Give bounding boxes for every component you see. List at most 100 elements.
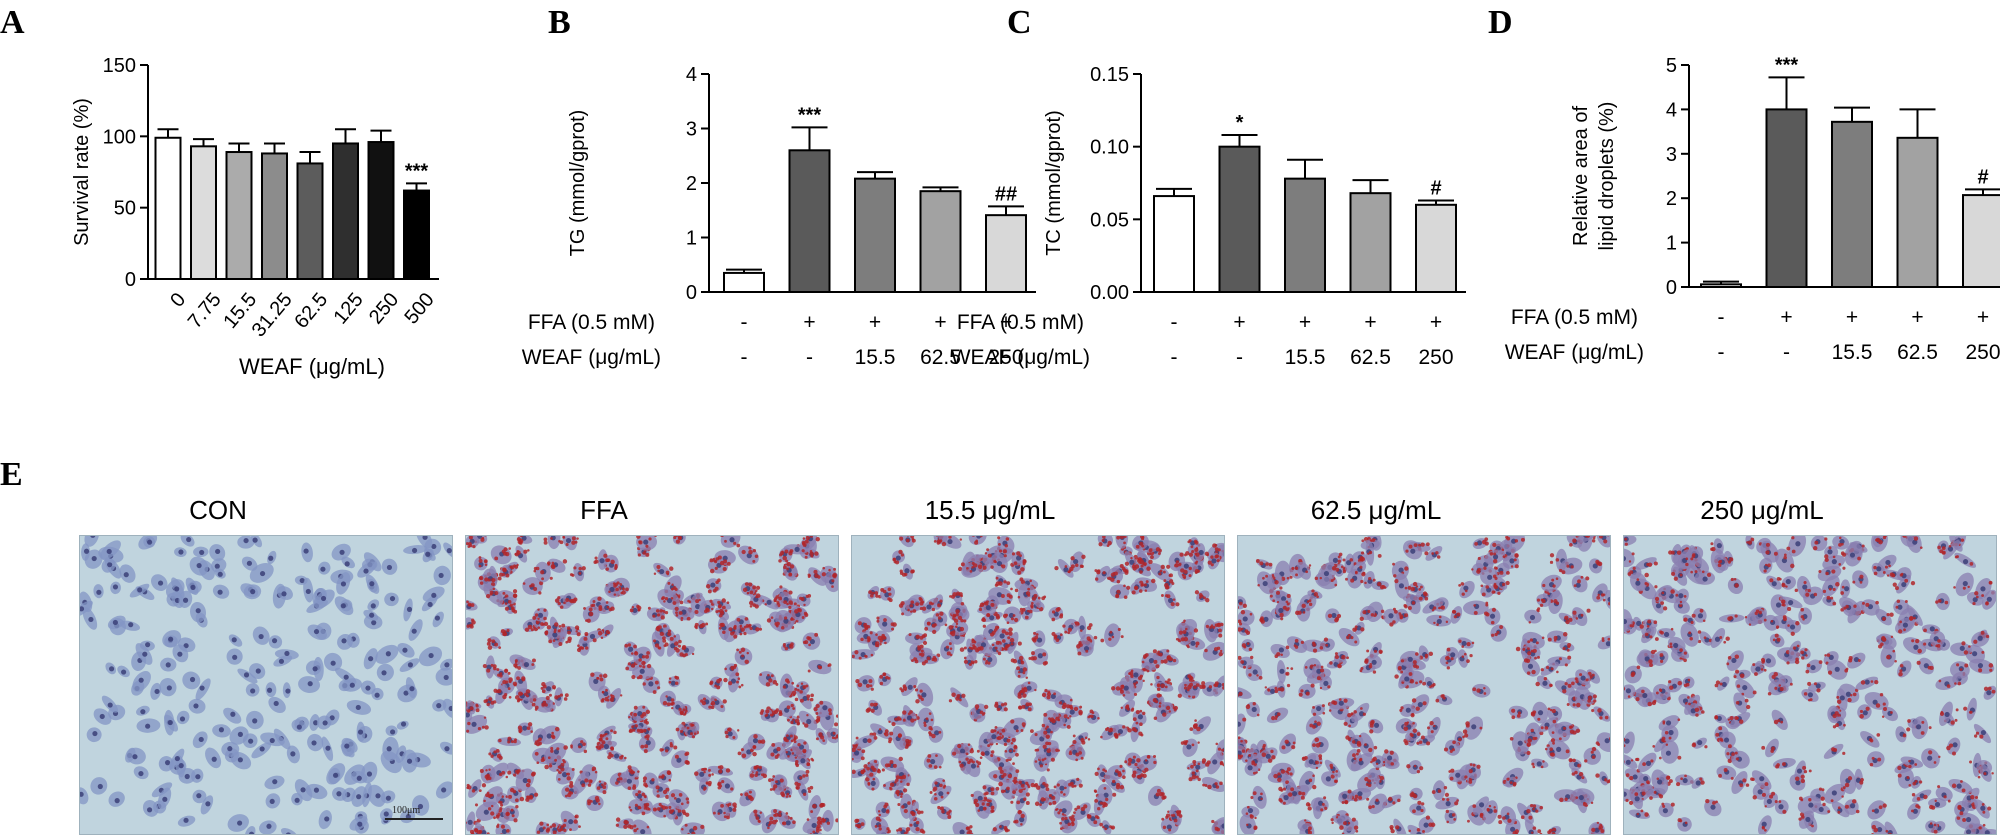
lipid-droplet — [965, 757, 969, 761]
lipid-droplet — [905, 538, 910, 543]
lipid-droplet — [1160, 683, 1165, 688]
lipid-droplet — [1189, 727, 1194, 732]
lipid-droplet — [1021, 722, 1026, 727]
lipid-droplet — [642, 728, 647, 733]
lipid-droplet — [1073, 784, 1077, 788]
nucleus — [976, 536, 982, 539]
lipid-droplet — [1195, 552, 1200, 557]
lipid-droplet — [770, 674, 774, 678]
nucleus — [422, 536, 428, 540]
lipid-droplet — [565, 598, 570, 603]
lipid-droplet — [786, 602, 789, 606]
lipid-droplet — [759, 740, 763, 744]
lipid-droplet — [775, 708, 780, 712]
nucleus — [405, 814, 411, 820]
lipid-droplet — [654, 536, 657, 538]
lipid-droplet — [1134, 762, 1138, 767]
lipid-droplet — [1140, 564, 1144, 568]
nucleus — [954, 634, 960, 640]
lipid-droplet — [614, 565, 618, 569]
nucleus — [1183, 563, 1189, 569]
lipid-droplet — [651, 778, 655, 782]
lipid-droplet — [979, 710, 984, 714]
lipid-droplet — [765, 709, 770, 714]
nucleus — [1198, 549, 1204, 556]
nucleus — [985, 604, 991, 611]
lipid-droplet — [583, 636, 588, 641]
lipid-droplet — [1064, 786, 1067, 790]
lipid-droplet — [1136, 758, 1141, 763]
nucleus — [114, 798, 120, 804]
lipid-droplet — [504, 668, 508, 672]
lipid-droplet — [967, 760, 971, 765]
nucleus — [368, 656, 374, 662]
lipid-droplet — [926, 621, 931, 625]
lipid-droplet — [788, 605, 792, 609]
lipid-droplet — [695, 626, 698, 630]
lipid-droplet — [952, 613, 956, 618]
lipid-droplet — [820, 818, 826, 823]
lipid-droplet — [563, 745, 568, 750]
lipid-droplet — [904, 745, 909, 749]
lipid-droplet — [889, 787, 893, 791]
nucleus — [1080, 809, 1086, 815]
y-tick-label: 1 — [1666, 233, 1677, 255]
lipid-droplet — [1116, 589, 1121, 594]
lipid-droplet — [546, 561, 551, 565]
nucleus — [365, 685, 371, 691]
lipid-droplet — [1003, 742, 1008, 747]
lipid-droplet — [637, 770, 640, 773]
lipid-droplet — [484, 563, 488, 567]
lipid-droplet — [1112, 779, 1116, 784]
lipid-droplet — [1066, 724, 1071, 729]
lipid-droplet — [600, 636, 604, 640]
lipid-droplet — [933, 796, 938, 801]
lipid-droplet — [568, 783, 574, 789]
nucleus — [356, 794, 362, 800]
lipid-droplet — [752, 585, 757, 590]
lipid-droplet — [1307, 806, 1312, 811]
nucleus — [320, 566, 326, 572]
lipid-droplet — [984, 704, 989, 709]
lipid-droplet — [792, 693, 796, 697]
nucleus — [862, 679, 868, 685]
lipid-droplet — [1048, 802, 1052, 806]
lipid-droplet — [787, 718, 790, 722]
nucleus — [811, 822, 817, 829]
lipid-droplet — [998, 766, 1003, 771]
lipid-droplet — [1027, 587, 1031, 591]
lipid-droplet — [659, 631, 664, 637]
lipid-droplet — [997, 651, 1002, 656]
lipid-droplet — [957, 566, 963, 572]
lipid-droplet — [755, 627, 760, 632]
lipid-droplet — [990, 805, 995, 810]
lipid-droplet — [694, 771, 699, 776]
lipid-droplet — [1197, 762, 1201, 766]
lipid-droplet — [1001, 639, 1006, 643]
lipid-droplet — [1043, 712, 1048, 717]
lipid-droplet — [633, 705, 638, 710]
lipid-droplet — [748, 582, 753, 587]
nucleus — [366, 771, 373, 777]
lipid-droplet — [982, 785, 987, 790]
lipid-droplet — [563, 760, 566, 764]
lipid-droplet — [1023, 797, 1027, 801]
lipid-droplet — [793, 740, 797, 744]
lipid-droplet — [677, 644, 682, 648]
nucleus — [285, 832, 291, 834]
lipid-droplet — [963, 659, 969, 664]
nucleus — [800, 758, 806, 764]
lipid-droplet — [1466, 641, 1471, 647]
nucleus — [355, 704, 361, 711]
ffa-cell: - — [1171, 311, 1178, 334]
lipid-droplet — [807, 669, 811, 673]
lipid-droplet — [620, 591, 623, 595]
lipid-droplet — [1274, 715, 1279, 719]
lipid-droplet — [493, 700, 497, 704]
lipid-droplet — [508, 547, 511, 550]
nucleus — [1607, 596, 1610, 602]
lipid-droplet — [701, 622, 706, 628]
lipid-droplet — [565, 542, 569, 547]
lipid-droplet — [1048, 717, 1051, 721]
lipid-droplet — [728, 627, 733, 632]
